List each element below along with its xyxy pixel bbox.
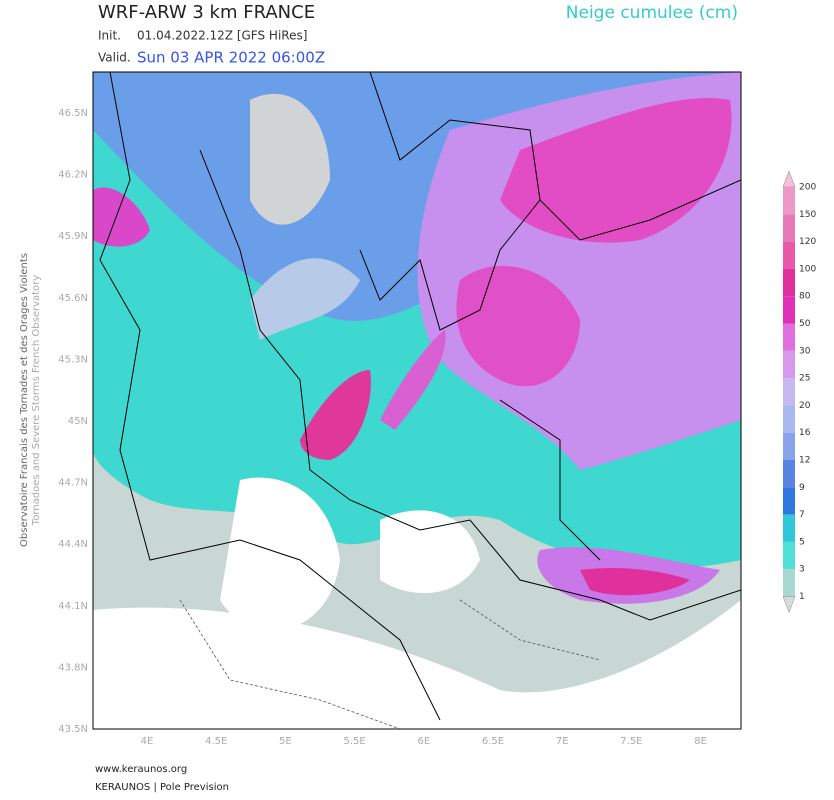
colorbar-swatch (783, 296, 795, 324)
lat-label: 44.7N (58, 478, 88, 489)
colorbar-label: 30 (799, 346, 811, 356)
lat-label: 45.3N (58, 354, 88, 365)
lon-label: 5E (279, 736, 292, 747)
footer: KERAUNOS | Pole Prevision (95, 782, 229, 793)
colorbar-cap (782, 596, 796, 614)
colorbar-label: 3 (799, 565, 805, 575)
lon-label: 8E (694, 736, 707, 747)
colorbar-label: 120 (799, 237, 816, 247)
side-text: Tornadoes and Severe Storms French Obser… (31, 275, 42, 526)
map-frame (92, 71, 742, 730)
colorbar-swatch (783, 541, 795, 570)
colorbar-swatch (783, 487, 795, 515)
colorbar-label: 1 (799, 592, 805, 602)
lon-label: 4E (141, 736, 154, 747)
colorbar-label: 16 (799, 428, 811, 438)
lon-label: 5.5E (343, 736, 365, 747)
colorbar-label: 5 (799, 537, 805, 547)
colorbar-label: 20 (799, 401, 811, 411)
colorbar-label: 80 (799, 292, 811, 302)
lon-label: 6.5E (482, 736, 504, 747)
colorbar-cap (782, 170, 796, 188)
colorbar-swatch (783, 350, 795, 379)
map-field (93, 72, 741, 729)
colorbar-swatch (783, 268, 795, 297)
init-label: Init. (98, 29, 121, 43)
colorbar-swatch (783, 460, 795, 488)
side-text: Observatoire Francais des Tornades et de… (19, 253, 30, 547)
lat-label: 46.5N (58, 108, 88, 119)
colorbar-swatch (783, 405, 795, 433)
init-value: 01.04.2022.12Z [GFS HiRes] (137, 29, 307, 43)
colorbar-swatch (783, 569, 795, 597)
colorbar-label: 9 (799, 483, 805, 493)
lat-label: 45.6N (58, 293, 88, 304)
valid-label: Valid. (98, 51, 131, 65)
colorbar-swatch (783, 378, 795, 406)
lon-label: 6E (417, 736, 430, 747)
footer: www.keraunos.org (95, 764, 187, 775)
colorbar-swatch (783, 432, 795, 460)
title: WRF-ARW 3 km FRANCE (98, 2, 315, 23)
lon-label: 4.5E (205, 736, 227, 747)
colorbar-label: 50 (799, 319, 811, 329)
lat-label: 43.5N (58, 724, 88, 735)
colorbar-swatch (783, 323, 795, 351)
colorbar-label: 12 (799, 456, 810, 466)
colorbar-label: 25 (799, 374, 810, 384)
colorbar-swatch (783, 214, 795, 242)
lat-label: 45N (68, 416, 88, 427)
lat-label: 46.2N (58, 170, 88, 181)
colorbar-swatch (783, 241, 795, 269)
colorbar-swatch (783, 187, 795, 215)
colorbar-label: 100 (799, 264, 816, 274)
colorbar-label: 150 (799, 210, 816, 220)
valid-value: Sun 03 APR 2022 06:00Z (137, 49, 325, 67)
lat-label: 44.1N (58, 601, 88, 612)
lon-label: 7E (556, 736, 569, 747)
colorbar: 200 150 120 100 80 50 30 25 20 16 12 9 7 5 3 1 (782, 170, 816, 614)
colorbar-label: 200 (799, 183, 816, 193)
lat-label: 45.9N (58, 231, 88, 242)
lat-label: 43.8N (58, 662, 88, 673)
product: Neige cumulee (cm) (566, 3, 738, 23)
colorbar-swatch (783, 514, 795, 542)
colorbar-label: 7 (799, 510, 805, 520)
lat-label: 44.4N (58, 539, 88, 550)
lon-label: 7.5E (620, 736, 642, 747)
